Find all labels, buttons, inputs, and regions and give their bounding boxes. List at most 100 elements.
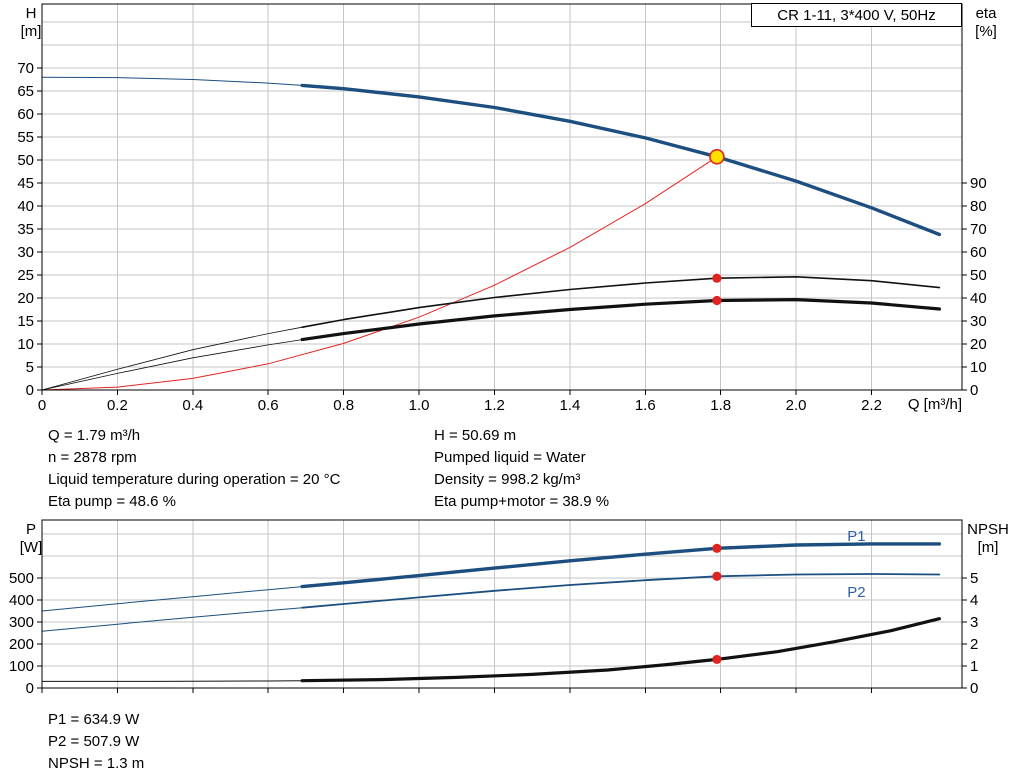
svg-text:5: 5 [970,570,978,587]
p-axis-unit: [W] [19,539,43,556]
eta-pump-motor-curve[interactable] [300,298,941,342]
npsh-curve-lead-in [42,680,303,682]
p-axis-label: P [W] [12,521,50,557]
svg-text:300: 300 [9,614,34,631]
p2-curve-lead-in [41,607,303,632]
svg-text:1.6: 1.6 [635,397,656,414]
operating-point-dot[interactable] [712,273,722,283]
svg-text:100: 100 [9,658,34,675]
npsh-axis-symbol: NPSH [967,521,1009,538]
svg-text:50: 50 [17,152,34,169]
pump-model-title: CR 1-11, 3*400 V, 50Hz [751,3,962,27]
eta-axis-symbol: eta [975,5,997,22]
svg-text:40: 40 [17,198,34,215]
axis-tick-labels: 0 5 10 15 20 25 30 35 40 45 50 55 60 65 70 0 10 20 30 40 50 6… [17,60,986,414]
svg-text:1.4: 1.4 [559,397,580,414]
svg-text:15: 15 [17,313,34,330]
h-axis-symbol: H [25,5,37,22]
svg-text:0: 0 [970,680,978,697]
axis-ticks [37,577,967,693]
eta-pump-motor-curve-lead-in [41,339,303,391]
svg-text:0.2: 0.2 [107,397,128,414]
svg-text:10: 10 [17,336,34,353]
npsh-value-text: NPSH = 1.3 m [48,755,145,772]
svg-text:60: 60 [970,244,987,261]
npsh-axis-label: NPSH [m] [958,521,1018,557]
results-block-right: H = 50.69 m Pumped liquid = Water Densit… [434,425,609,513]
head-curve-lead-in [41,76,303,86]
chart-frame [41,519,963,689]
h-value-text: H = 50.69 m [434,427,517,444]
head-curve[interactable] [300,83,942,237]
svg-text:20: 20 [17,290,34,307]
svg-text:65: 65 [17,83,34,100]
system-curve[interactable] [41,156,718,391]
svg-text:0: 0 [26,382,34,399]
svg-text:10: 10 [970,359,987,376]
svg-text:40: 40 [970,290,987,307]
svg-text:70: 70 [17,60,34,77]
results-block-bottom: P1 = 634.9 W P2 = 507.9 W NPSH = 1.3 m [48,709,144,775]
svg-text:4: 4 [970,592,978,609]
svg-text:1.0: 1.0 [409,397,430,414]
speed-value-text: n = 2878 rpm [48,449,137,466]
svg-text:1: 1 [970,658,978,675]
svg-text:2: 2 [970,636,978,653]
eta-pump-curve-lead-in [41,326,303,391]
svg-text:45: 45 [17,175,34,192]
svg-text:20: 20 [970,336,987,353]
svg-text:30: 30 [17,244,34,261]
p2-curve[interactable] [301,573,941,609]
operating-point-dot[interactable] [712,654,722,665]
axis-ticks [37,67,967,395]
p1-curve-lead-in [41,586,303,612]
svg-text:200: 200 [9,636,34,653]
svg-text:90: 90 [970,175,987,192]
p-axis-symbol: P [25,521,36,538]
p2-curve-label: P2 [847,584,865,601]
density-text: Density = 998.2 kg/m³ [434,471,581,488]
results-block-left: Q = 1.79 m³/h n = 2878 rpm Liquid temper… [48,425,340,513]
svg-text:0: 0 [970,382,978,399]
svg-text:5: 5 [26,359,34,376]
p1-curve[interactable] [300,542,942,589]
svg-text:0.8: 0.8 [333,397,354,414]
h-axis-unit: [m] [20,23,42,40]
eta-pump-motor-text: Eta pump+motor = 38.9 % [434,493,610,510]
eta-pump-text: Eta pump = 48.6 % [48,493,176,510]
h-axis-label: H [m] [12,5,50,41]
svg-text:25: 25 [17,267,34,284]
duty-point-marker[interactable] [709,148,725,165]
liquid-temperature-text: Liquid temperature during operation = 20… [48,471,341,488]
p2-value-text: P2 = 507.9 W [48,733,140,750]
q-axis-label: Q [m³/h] [907,396,962,413]
p1-curve-label: P1 [847,528,865,545]
operating-point-dot[interactable] [712,295,722,306]
svg-text:55: 55 [17,129,34,146]
svg-text:0.4: 0.4 [182,397,203,414]
eta-axis-label: eta [%] [960,5,1012,41]
operating-point-dot[interactable] [712,543,722,553]
chart-frame [41,3,963,391]
pumped-liquid-text: Pumped liquid = Water [434,449,586,466]
p1-value-text: P1 = 634.9 W [48,711,140,728]
eta-pump-curve[interactable] [301,276,941,328]
svg-text:0: 0 [26,680,34,697]
svg-text:60: 60 [17,106,34,123]
eta-axis-unit: [%] [975,23,997,40]
npsh-axis-unit: [m] [977,539,999,556]
svg-text:400: 400 [9,592,34,609]
svg-text:0.6: 0.6 [258,397,279,414]
svg-text:35: 35 [17,221,34,238]
operating-point-dot[interactable] [712,571,722,581]
svg-text:30: 30 [970,313,987,330]
svg-text:2.0: 2.0 [786,397,807,414]
q-value-text: Q = 1.79 m³/h [48,427,141,444]
svg-text:50: 50 [970,267,987,284]
svg-text:1.8: 1.8 [710,397,731,414]
axis-tick-labels: 0 100 200 300 400 500 0 1 2 3 4 5 [9,570,978,697]
svg-text:1.2: 1.2 [484,397,505,414]
npsh-curve[interactable] [300,617,941,683]
